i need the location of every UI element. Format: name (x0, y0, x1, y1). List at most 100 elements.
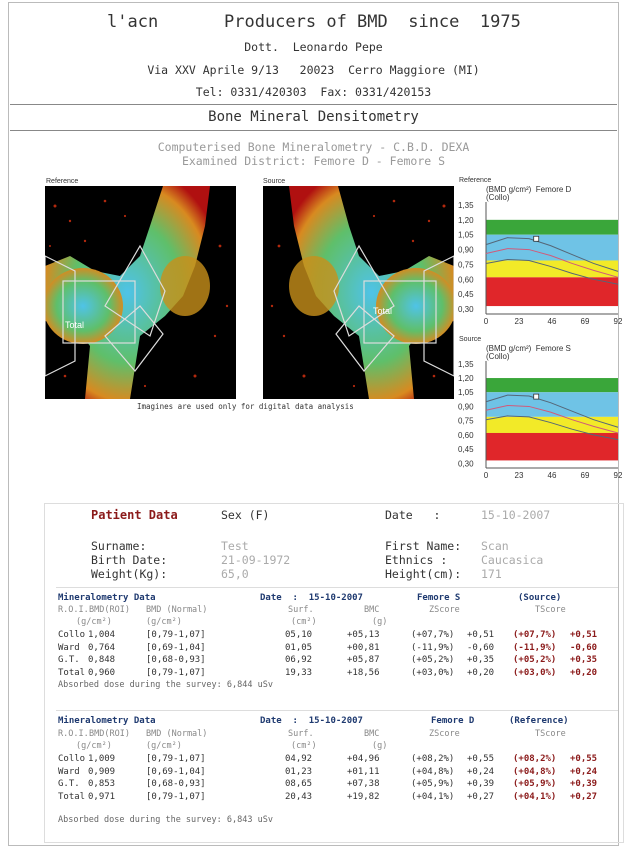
cell-normal: [0,79-1,07] (146, 667, 206, 678)
reference-total-label: Total (65, 320, 84, 330)
birth-date-label: Birth Date: (91, 553, 168, 567)
cell-surf: 01,05 (285, 642, 313, 653)
y-tick-label: 1,05 (458, 388, 474, 397)
x-tick-label: 0 (484, 317, 489, 326)
unit-label: (cm²) (291, 741, 317, 751)
weight-value: 65,0 (221, 567, 249, 581)
cell-zpct: (+04,1%) (411, 791, 455, 802)
cell-bmc: +05,87 (347, 655, 380, 665)
patient-data-heading: Patient Data (91, 508, 178, 522)
cell-bmd: 0,764 (88, 642, 116, 653)
cell-t: +0,35 (570, 655, 598, 665)
col-header: BMD (Normal) (146, 729, 208, 739)
page-frame (8, 2, 619, 846)
source-chart-label: Source (459, 336, 482, 343)
x-tick-label: 46 (548, 317, 557, 326)
y-tick-label: 0,45 (458, 445, 474, 454)
cell-bmc: +05,13 (347, 630, 380, 640)
cell-zpct: (+04,8%) (411, 766, 455, 777)
table-side: (Reference) (509, 716, 569, 726)
cell-surf: 06,92 (285, 655, 313, 665)
cell-tpct: (+04,8%) (513, 766, 557, 777)
cell-tpct: (+08,2%) (513, 754, 557, 764)
cell-t: +0,39 (570, 779, 598, 789)
reference-curve (485, 415, 619, 441)
cell-z: +0,55 (467, 754, 495, 764)
cell-roi: Collo (58, 754, 86, 764)
cell-tpct: (+05,2%) (513, 655, 557, 665)
range-band (486, 260, 618, 278)
reference-chart-label: Reference (459, 177, 492, 184)
y-tick-label: 0,75 (458, 260, 474, 269)
reference-curve (485, 258, 619, 285)
y-tick-label: 0,60 (458, 275, 474, 284)
cell-t: +0,27 (570, 791, 598, 802)
cell-bmd: 0,848 (88, 655, 116, 665)
cell-bmd: 0,971 (88, 791, 116, 802)
reference-chart-subtitle: (Collo) (486, 193, 510, 202)
section-title: Bone Mineral Densitometry (208, 109, 419, 125)
reference-chart-title: (BMD g/cm²) Femore D (486, 185, 572, 194)
cell-bmc: +00,81 (347, 642, 380, 653)
table-site: Femore D (431, 716, 475, 726)
cell-zpct: (+08,2%) (411, 754, 455, 764)
cell-t: +0,20 (570, 667, 598, 678)
table-side: (Source) (518, 593, 562, 603)
col-header: BMD(ROI) (89, 605, 130, 615)
cell-t: +0,24 (570, 766, 598, 777)
range-band (486, 277, 618, 307)
ethnics-value: Caucasica (481, 553, 544, 567)
cell-normal: [0,69-1,04] (146, 766, 206, 777)
y-tick-label: 0,75 (458, 417, 474, 426)
doctor-name: Dott. Leonardo Pepe (244, 40, 383, 54)
cell-zpct: (+05,9%) (411, 779, 455, 789)
divider (56, 587, 618, 588)
x-tick-label: 69 (581, 317, 590, 326)
reference-image-label: Reference (46, 178, 79, 185)
col-header: Surf. (288, 729, 314, 739)
cell-bmc: +18,56 (347, 667, 380, 678)
source-chart-title: (BMD g/cm²) Femore S (486, 344, 571, 353)
cell-bmc: +01,11 (347, 766, 380, 777)
reference-curve (485, 405, 619, 434)
unit-label: (g/cm²) (76, 741, 112, 751)
col-header: Surf. (288, 605, 314, 615)
cell-roi: Total (58, 791, 86, 802)
y-tick-label: 0,60 (458, 431, 474, 440)
cell-tpct: (-11,9%) (513, 642, 557, 653)
cell-bmd: 0,853 (88, 779, 116, 789)
cell-bmc: +04,96 (347, 754, 380, 764)
source-bmd-chart: 1,35 1,20 1,05 0,90 0,75 0,60 0,45 0,30 0 23 46 69 9… (458, 360, 622, 480)
patient-date-label: Date : (385, 508, 441, 522)
y-tick-label: 0,45 (458, 290, 474, 299)
col-header: BMD (Normal) (146, 605, 208, 615)
patient-marker (533, 393, 540, 400)
cell-tpct: (+03,0%) (513, 667, 557, 678)
cell-roi: Total (58, 667, 86, 678)
col-header: ZScore (429, 605, 460, 615)
cell-normal: [0,69-1,04] (146, 642, 206, 653)
cell-roi: G.T. (58, 655, 80, 665)
source-scan-image: Total (263, 186, 454, 399)
x-tick-label: 92 (614, 471, 622, 480)
divider (10, 104, 617, 105)
weight-label: Weight(Kg): (91, 567, 168, 581)
reference-scan-image: Total (45, 186, 236, 399)
cell-surf: 01,23 (285, 766, 313, 777)
cell-normal: [0,68-0,93] (146, 779, 206, 789)
cell-normal: [0,79-1,07] (146, 791, 206, 802)
table-date: Date : 15-10-2007 (260, 716, 363, 726)
divider (56, 710, 618, 711)
first-name-label: First Name: (385, 539, 462, 553)
patient-sex: Sex (F) (221, 508, 270, 522)
surname-label: Surname: (91, 539, 147, 553)
company-tagline: Producers of BMD since 1975 (224, 12, 521, 32)
contacts: Tel: 0331/420303 Fax: 0331/420153 (195, 85, 432, 99)
table-title: Mineralometry Data (58, 716, 156, 726)
unit-label: (g/cm²) (146, 617, 182, 627)
cell-surf: 04,92 (285, 754, 313, 764)
cell-surf: 05,10 (285, 630, 313, 640)
y-tick-label: 1,05 (458, 231, 474, 240)
cell-z: +0,24 (467, 766, 495, 777)
y-tick-label: 0,30 (458, 305, 474, 314)
